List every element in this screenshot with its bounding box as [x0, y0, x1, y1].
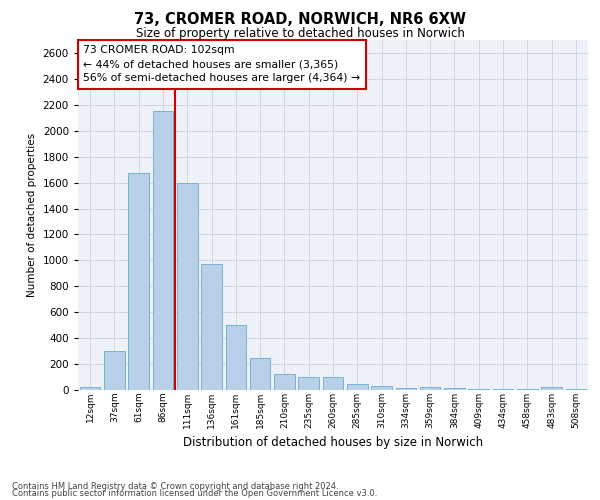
Bar — [347, 384, 368, 390]
Bar — [274, 374, 295, 390]
Bar — [444, 388, 465, 390]
Text: 73, CROMER ROAD, NORWICH, NR6 6XW: 73, CROMER ROAD, NORWICH, NR6 6XW — [134, 12, 466, 28]
Bar — [152, 112, 173, 390]
Bar — [469, 388, 489, 390]
Bar — [298, 377, 319, 390]
Bar — [323, 377, 343, 390]
Bar — [201, 264, 222, 390]
Text: 73 CROMER ROAD: 102sqm
← 44% of detached houses are smaller (3,365)
56% of semi-: 73 CROMER ROAD: 102sqm ← 44% of detached… — [83, 46, 360, 83]
Bar — [177, 182, 197, 390]
Bar — [493, 388, 514, 390]
Text: Contains public sector information licensed under the Open Government Licence v3: Contains public sector information licen… — [12, 490, 377, 498]
Bar — [541, 387, 562, 390]
Bar — [371, 386, 392, 390]
Bar — [420, 388, 440, 390]
Bar — [395, 388, 416, 390]
Bar — [250, 358, 271, 390]
Bar — [226, 325, 246, 390]
Y-axis label: Number of detached properties: Number of detached properties — [27, 133, 37, 297]
X-axis label: Distribution of detached houses by size in Norwich: Distribution of detached houses by size … — [183, 436, 483, 449]
Text: Contains HM Land Registry data © Crown copyright and database right 2024.: Contains HM Land Registry data © Crown c… — [12, 482, 338, 491]
Bar — [104, 351, 125, 390]
Bar — [80, 387, 100, 390]
Text: Size of property relative to detached houses in Norwich: Size of property relative to detached ho… — [136, 28, 464, 40]
Bar — [128, 173, 149, 390]
